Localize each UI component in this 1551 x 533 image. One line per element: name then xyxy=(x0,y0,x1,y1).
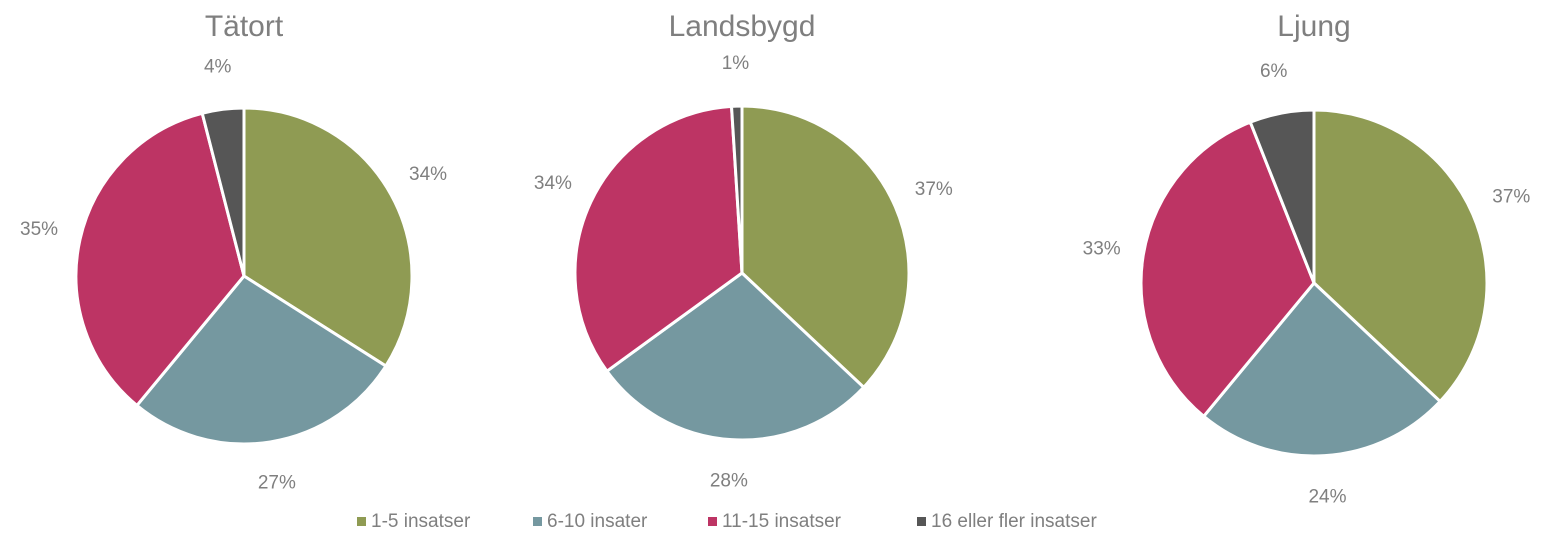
data-label: 37% xyxy=(915,179,953,200)
data-label: 27% xyxy=(258,472,296,493)
pie-slice xyxy=(200,106,246,278)
legend-label: 1-5 insatser xyxy=(371,511,471,532)
pie-slice xyxy=(1248,108,1316,285)
data-label: 33% xyxy=(1083,238,1121,259)
data-label: 34% xyxy=(534,173,572,194)
data-label: 6% xyxy=(1260,61,1288,82)
data-label: 37% xyxy=(1492,187,1530,208)
chart-title: Ljung xyxy=(1277,10,1350,43)
chart-title: Landsbygd xyxy=(669,10,816,43)
pie-slice xyxy=(573,104,744,373)
pie-slice xyxy=(1202,281,1442,458)
chart-title: Tätort xyxy=(205,10,284,43)
pie-slice xyxy=(730,104,744,275)
legend-marker xyxy=(708,517,717,526)
legend-label: 6-10 insater xyxy=(547,511,648,532)
pie-slice xyxy=(135,274,388,446)
pie-slice xyxy=(740,104,911,389)
data-label: 34% xyxy=(409,164,447,185)
data-label: 35% xyxy=(20,219,58,240)
legend-label: 11-15 insatser xyxy=(722,511,842,532)
legend-marker xyxy=(917,517,926,526)
data-label: 1% xyxy=(722,53,750,74)
pie-slice xyxy=(1139,120,1316,418)
pie-slice xyxy=(605,271,866,442)
pie-slice xyxy=(1312,108,1489,403)
legend-marker xyxy=(533,517,542,526)
pie-slice xyxy=(74,111,246,407)
data-label: 28% xyxy=(710,471,748,492)
data-label: 4% xyxy=(204,57,232,78)
data-label: 24% xyxy=(1308,487,1346,508)
legend-label: 16 eller fler insatser xyxy=(931,511,1097,532)
legend-marker xyxy=(357,517,366,526)
